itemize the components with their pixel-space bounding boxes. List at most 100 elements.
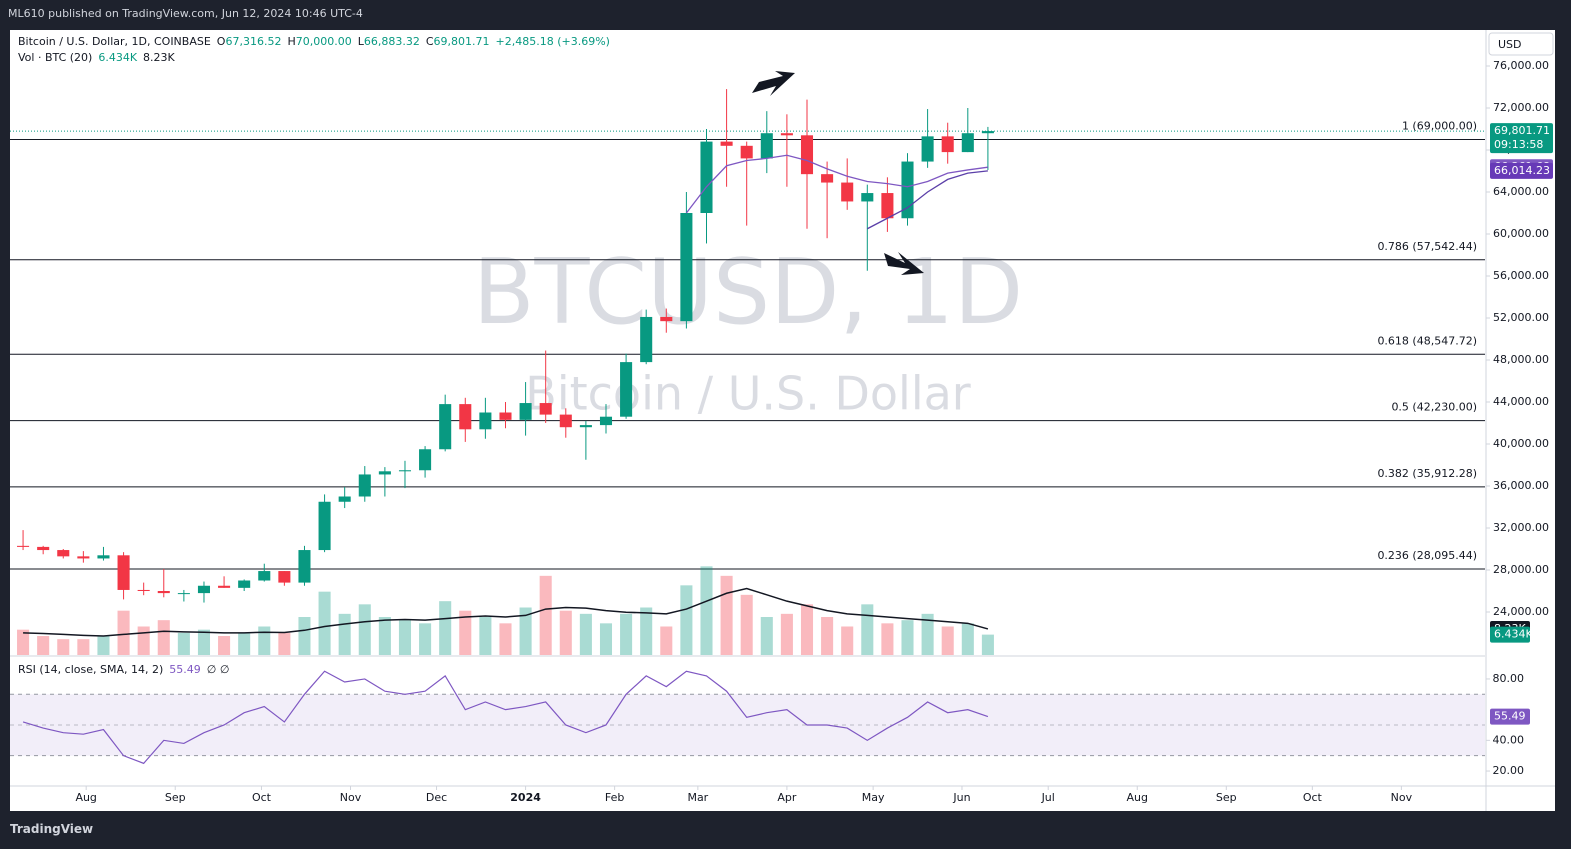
- y-tick-label: 56,000.00: [1493, 269, 1549, 282]
- volume-bar: [97, 636, 110, 655]
- x-tick-label: Feb: [605, 791, 624, 804]
- volume-bar: [318, 591, 331, 655]
- volume-bar: [680, 585, 693, 655]
- candle-body: [841, 182, 854, 202]
- volume-bar: [57, 639, 70, 655]
- x-tick-label: Apr: [777, 791, 797, 804]
- rsi-line: [22, 670, 989, 765]
- candle-body: [338, 496, 351, 502]
- candle-body: [981, 131, 994, 134]
- fib-label: 0.786 (57,542.44): [1377, 240, 1477, 253]
- volume-tag: [1490, 626, 1530, 643]
- change: +2,485.18 (+3.69%): [495, 35, 610, 48]
- candle-body: [760, 133, 773, 159]
- volume-bar: [780, 613, 793, 655]
- currency-box: [1488, 32, 1554, 56]
- volume-bar: [740, 594, 753, 655]
- price-tag-label: 66,014.23: [1494, 164, 1550, 177]
- candle-body: [901, 161, 914, 219]
- volume-bar: [17, 629, 30, 655]
- volume-legend: Vol · BTC (20) 6.434K 8.23K: [18, 51, 175, 64]
- candle-body: [640, 316, 653, 363]
- ohlc-item: H70,000.00: [287, 35, 351, 48]
- candle-body: [197, 585, 211, 594]
- candle-body: [579, 425, 592, 428]
- candle-body: [278, 571, 291, 583]
- candle-body: [177, 593, 190, 595]
- volume-value: 6.434K: [98, 51, 138, 64]
- candle-body: [137, 589, 150, 592]
- x-tick-label: Oct: [1303, 791, 1323, 804]
- ohlc-item: C69,801.71: [426, 35, 490, 48]
- candle-body: [37, 546, 50, 551]
- volume-bar: [238, 632, 251, 655]
- y-tick-label: 44,000.00: [1493, 395, 1549, 408]
- volume-bar: [720, 575, 733, 655]
- rsi-legend: RSI (14, close, SMA, 14, 2) 55.49 ∅ ∅: [18, 663, 229, 676]
- moving-average: [867, 170, 988, 230]
- volume-bar: [599, 623, 613, 655]
- rsi-tick-label: 20.00: [1493, 764, 1525, 777]
- candle-body: [298, 550, 311, 583]
- x-tick-label: Sep: [1216, 791, 1237, 804]
- volume-ma: [23, 587, 989, 637]
- ohlc-item: L66,883.32: [358, 35, 420, 48]
- volume-value: 8.23K: [143, 51, 175, 64]
- volume-bar: [821, 617, 834, 655]
- volume-bar: [157, 620, 170, 655]
- candle-body: [660, 316, 673, 322]
- ohlc-key: C: [425, 35, 434, 48]
- ohlc-key: H: [287, 35, 296, 48]
- candle-body: [941, 136, 954, 153]
- volume-bar: [258, 626, 271, 655]
- candle-body: [519, 403, 532, 420]
- ohlc-legend: Bitcoin / U.S. Dollar, 1D, COINBASE O67,3…: [18, 35, 610, 48]
- candle-body: [358, 474, 371, 497]
- volume-bar: [479, 617, 492, 655]
- watermark: Bitcoin / U.S. Dollar: [525, 367, 971, 421]
- y-tick-label: 64,000.00: [1493, 185, 1549, 198]
- volume-bar: [439, 601, 452, 655]
- candle-body: [419, 449, 432, 471]
- volume-bar: [559, 610, 572, 655]
- fib-label: 0.618 (48,547.72): [1377, 334, 1477, 347]
- y-tick-label: 36,000.00: [1493, 479, 1549, 492]
- fib-label: 0.5 (42,230.00): [1391, 401, 1477, 414]
- x-tick-label: May: [862, 791, 885, 804]
- candle-body: [117, 555, 130, 590]
- candle-body: [238, 580, 251, 588]
- volume-bar: [760, 617, 773, 655]
- candle-body: [821, 174, 834, 183]
- candle-body: [539, 403, 552, 415]
- volume-bar: [137, 626, 150, 655]
- ohlc-value: 67,316.52: [225, 35, 282, 48]
- candle-body: [499, 412, 512, 420]
- ohlc-key: L: [357, 35, 364, 48]
- ohlc-item: O67,316.52: [217, 35, 282, 48]
- arrow-annotation: [884, 252, 924, 275]
- candle-body: [881, 193, 894, 219]
- volume-bar: [901, 620, 914, 655]
- volume-bar: [579, 613, 592, 655]
- volume-tag-label: 6.434K: [1494, 628, 1533, 641]
- ohlc-value: 70,000.00: [295, 35, 352, 48]
- volume-bar: [941, 626, 954, 655]
- candle-body: [559, 414, 572, 428]
- x-tick-label: Nov: [1391, 791, 1413, 804]
- symbol: Bitcoin / U.S. Dollar, 1D, COINBASE: [18, 35, 211, 48]
- volume-bar: [197, 629, 211, 655]
- candle-body: [318, 501, 331, 551]
- volume-bar: [700, 566, 713, 655]
- y-tick-label: 76,000.00: [1493, 59, 1549, 72]
- candle-body: [700, 141, 713, 214]
- price-tag-label: 69,801.71: [1494, 124, 1550, 137]
- candle-body: [861, 193, 874, 202]
- candle-body: [157, 591, 170, 594]
- ohlc-value: 69,801.71: [433, 35, 490, 48]
- y-tick-label: 32,000.00: [1493, 521, 1549, 534]
- volume-bar: [640, 607, 653, 655]
- candle-body: [97, 555, 110, 559]
- price-tag: [1490, 162, 1553, 179]
